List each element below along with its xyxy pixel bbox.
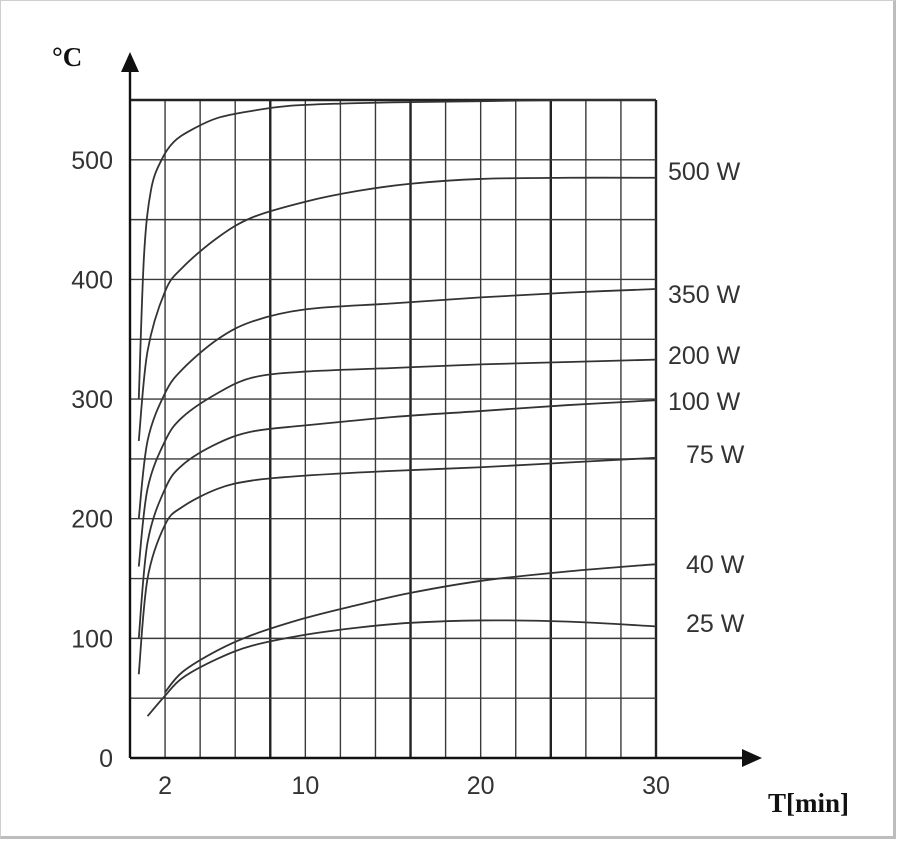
y-tick-label: 500 — [71, 147, 113, 175]
series-line — [137, 456, 657, 675]
series-line — [137, 176, 657, 442]
series-label: 100 W — [668, 388, 741, 416]
series-label: 200 W — [668, 342, 741, 370]
y-tick-label: 0 — [99, 745, 113, 773]
axes — [121, 52, 762, 767]
labels: 0 100 200 300 400 500 2 10 20 30 °C T[min] 500 W 350 … — [52, 42, 849, 818]
x-tick-label: 2 — [158, 772, 172, 800]
x-tick-label: 30 — [642, 772, 670, 800]
series-label: 40 W — [686, 551, 745, 579]
series-line — [137, 399, 657, 639]
y-tick-label: 300 — [71, 386, 113, 414]
series-line — [137, 99, 657, 400]
series-line — [164, 563, 657, 693]
series-line — [137, 288, 657, 519]
x-tick-label: 10 — [291, 772, 319, 800]
series-label: 500 W — [668, 158, 741, 186]
x-axis-title: T[min] — [768, 788, 849, 818]
series-line — [146, 619, 657, 717]
y-axis-title: °C — [52, 42, 82, 72]
series-label: 75 W — [686, 441, 745, 469]
y-tick-label: 100 — [71, 625, 113, 653]
x-axis-arrow-icon — [742, 749, 762, 767]
y-axis-arrow-icon — [121, 52, 139, 72]
series-curves — [137, 99, 657, 717]
grid — [130, 98, 658, 758]
series-line — [137, 358, 657, 567]
series-label: 350 W — [668, 281, 741, 309]
series-label: 25 W — [686, 610, 745, 638]
x-tick-label: 20 — [467, 772, 495, 800]
y-tick-label: 200 — [71, 506, 113, 534]
y-tick-label: 400 — [71, 266, 113, 294]
